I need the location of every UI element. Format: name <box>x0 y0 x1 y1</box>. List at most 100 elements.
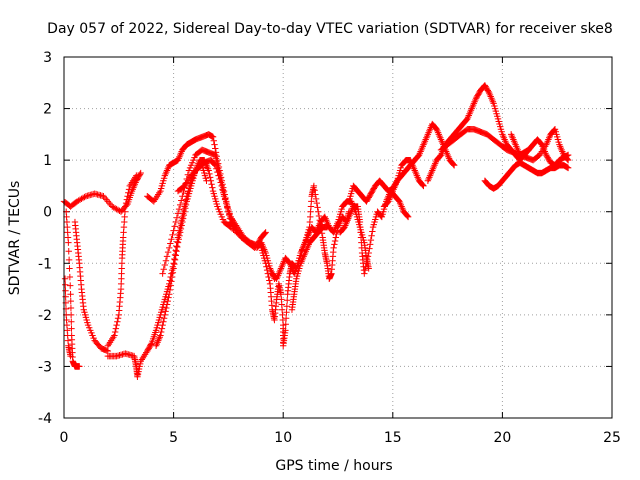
data-point <box>212 151 219 159</box>
data-point <box>165 294 172 301</box>
data-point <box>262 260 269 267</box>
data-point <box>166 286 174 294</box>
data-point <box>363 260 370 267</box>
data-point <box>68 318 75 325</box>
data-point <box>157 332 164 339</box>
data-point <box>419 181 426 189</box>
data-point <box>175 236 182 243</box>
data-point <box>168 270 175 277</box>
data-point <box>164 297 171 305</box>
data-point <box>123 196 131 203</box>
data-point <box>250 243 257 251</box>
data-point <box>178 222 185 229</box>
data-point <box>65 239 72 246</box>
data-point <box>206 174 214 181</box>
data-point <box>112 325 120 332</box>
series-track-s <box>481 159 572 192</box>
data-point <box>171 256 179 264</box>
data-point <box>209 133 217 141</box>
data-point <box>172 218 179 226</box>
y-tick-label: -3 <box>38 359 52 375</box>
data-point <box>362 263 369 270</box>
data-point <box>174 210 182 217</box>
data-point <box>163 304 170 312</box>
data-point <box>66 265 73 272</box>
data-point <box>177 225 185 233</box>
data-point <box>175 205 183 213</box>
data-point <box>159 270 166 277</box>
data-point <box>211 161 218 168</box>
data-point <box>212 162 219 169</box>
data-point <box>221 195 229 203</box>
data-point <box>212 155 220 162</box>
data-point <box>224 204 231 211</box>
plot-frame <box>63 56 613 419</box>
data-point <box>368 232 375 239</box>
data-point <box>168 236 175 243</box>
y-axis-title: SDTVAR / TECUs <box>7 181 23 296</box>
data-point <box>364 253 372 260</box>
data-point <box>161 311 169 319</box>
series-track-q <box>424 82 532 184</box>
data-point <box>220 191 228 198</box>
data-point <box>103 196 110 203</box>
data-point <box>171 223 178 230</box>
x-tick-label: 25 <box>603 430 621 446</box>
data-point <box>169 269 177 276</box>
data-point <box>361 266 369 274</box>
data-point <box>125 186 133 193</box>
data-point <box>282 315 290 322</box>
data-point <box>68 325 75 332</box>
data-point <box>208 181 215 188</box>
data-point <box>223 199 230 207</box>
data-point <box>160 315 168 322</box>
data-point <box>283 309 290 316</box>
x-tick-labels: 0 5 10 15 20 25 <box>60 430 621 446</box>
data-point <box>179 218 186 226</box>
data-point <box>265 273 272 281</box>
data-point <box>211 141 218 148</box>
data-point <box>170 227 177 234</box>
data-point <box>167 282 174 289</box>
data-point <box>365 249 372 257</box>
data-point <box>174 243 181 251</box>
data-point <box>323 223 331 231</box>
data-series <box>60 82 572 380</box>
data-point <box>179 193 186 200</box>
data-point <box>163 253 171 260</box>
data-point <box>167 240 174 247</box>
data-point <box>212 145 219 152</box>
x-tick-label: 15 <box>384 430 402 446</box>
series-track-m <box>288 223 331 313</box>
data-point <box>366 241 374 248</box>
data-point <box>218 182 226 190</box>
data-point <box>67 291 74 298</box>
data-point <box>404 212 411 220</box>
data-point <box>67 352 74 360</box>
data-point <box>169 231 176 239</box>
data-point <box>166 244 173 252</box>
series-track-d <box>71 218 112 355</box>
series-track-c <box>61 275 74 360</box>
data-point <box>217 179 224 186</box>
data-point <box>61 275 69 282</box>
data-point <box>262 229 269 236</box>
chart-title: Day 057 of 2022, Sidereal Day-to-day VTE… <box>47 21 613 37</box>
data-point <box>158 325 166 332</box>
data-point <box>176 232 183 239</box>
data-point <box>111 332 118 339</box>
data-point <box>176 229 184 236</box>
data-point <box>67 304 75 312</box>
data-point <box>100 193 107 200</box>
data-point <box>114 315 122 322</box>
data-point <box>106 199 113 207</box>
data-point <box>125 189 132 197</box>
data-point <box>214 168 221 176</box>
data-point <box>159 321 166 329</box>
data-point <box>331 237 339 245</box>
data-point <box>162 308 169 315</box>
data-point <box>251 244 258 252</box>
data-point <box>213 165 220 172</box>
data-point <box>163 301 171 308</box>
data-point <box>113 321 120 329</box>
